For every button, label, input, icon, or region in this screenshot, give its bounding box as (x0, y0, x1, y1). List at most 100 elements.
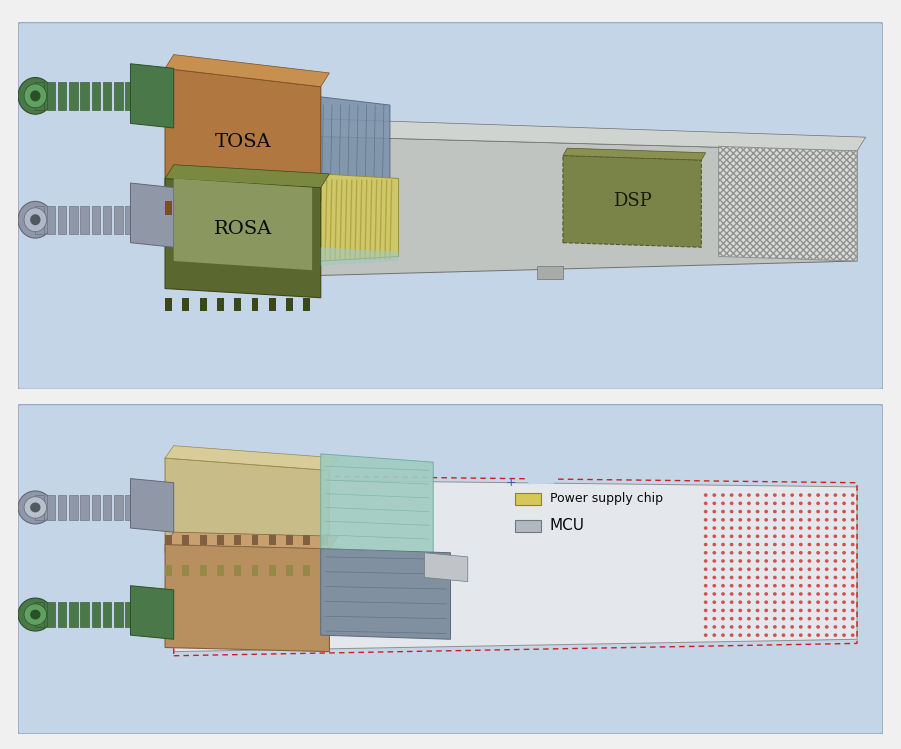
Circle shape (764, 518, 769, 521)
Circle shape (824, 634, 829, 637)
Polygon shape (217, 565, 223, 576)
Circle shape (738, 576, 742, 579)
Circle shape (756, 518, 760, 521)
Circle shape (851, 510, 855, 513)
Circle shape (721, 592, 725, 595)
Polygon shape (321, 565, 328, 576)
Circle shape (833, 543, 837, 546)
Circle shape (824, 527, 829, 530)
Circle shape (764, 502, 769, 505)
Circle shape (781, 634, 786, 637)
Circle shape (764, 609, 769, 612)
Polygon shape (515, 493, 542, 505)
Circle shape (773, 510, 777, 513)
Circle shape (799, 625, 803, 628)
Circle shape (730, 535, 733, 538)
Circle shape (756, 543, 760, 546)
Circle shape (807, 535, 812, 538)
Polygon shape (268, 535, 276, 545)
Circle shape (747, 535, 751, 538)
Circle shape (764, 527, 769, 530)
Circle shape (842, 592, 846, 595)
Circle shape (747, 576, 751, 579)
Circle shape (807, 634, 812, 637)
Polygon shape (165, 298, 172, 312)
Circle shape (816, 535, 820, 538)
Circle shape (842, 568, 846, 571)
Circle shape (764, 592, 769, 595)
Polygon shape (47, 495, 55, 520)
Circle shape (807, 551, 812, 554)
Circle shape (807, 510, 812, 513)
Circle shape (756, 535, 760, 538)
Circle shape (807, 592, 812, 595)
Polygon shape (125, 82, 134, 109)
Circle shape (704, 502, 707, 505)
Circle shape (764, 543, 769, 546)
Circle shape (833, 510, 837, 513)
Polygon shape (217, 298, 223, 312)
Polygon shape (58, 206, 67, 234)
Circle shape (781, 494, 786, 497)
Circle shape (816, 592, 820, 595)
Circle shape (851, 601, 855, 604)
Circle shape (713, 535, 716, 538)
Circle shape (704, 601, 707, 604)
Polygon shape (287, 565, 293, 576)
Circle shape (764, 535, 769, 538)
Polygon shape (92, 602, 100, 627)
Circle shape (773, 535, 777, 538)
Circle shape (18, 201, 52, 238)
Circle shape (807, 502, 812, 505)
Polygon shape (47, 206, 55, 234)
Circle shape (721, 568, 725, 571)
Polygon shape (69, 602, 77, 627)
Polygon shape (165, 532, 338, 548)
Circle shape (747, 592, 751, 595)
Circle shape (713, 502, 716, 505)
Circle shape (833, 576, 837, 579)
Circle shape (738, 510, 742, 513)
Circle shape (851, 576, 855, 579)
Circle shape (713, 518, 716, 521)
Circle shape (842, 560, 846, 562)
Circle shape (704, 609, 707, 612)
Circle shape (756, 634, 760, 637)
Circle shape (799, 617, 803, 620)
Polygon shape (719, 146, 857, 261)
Circle shape (773, 601, 777, 604)
Circle shape (721, 560, 725, 562)
Circle shape (851, 494, 855, 497)
Circle shape (790, 568, 794, 571)
Polygon shape (304, 298, 310, 312)
Polygon shape (103, 82, 112, 109)
Circle shape (713, 543, 716, 546)
Circle shape (790, 551, 794, 554)
Circle shape (756, 625, 760, 628)
Circle shape (790, 527, 794, 530)
Circle shape (833, 625, 837, 628)
Circle shape (816, 510, 820, 513)
Text: MCU: MCU (550, 518, 585, 533)
Circle shape (790, 510, 794, 513)
Circle shape (756, 551, 760, 554)
Circle shape (851, 634, 855, 637)
Circle shape (807, 568, 812, 571)
Circle shape (713, 584, 716, 587)
Circle shape (704, 535, 707, 538)
Circle shape (790, 609, 794, 612)
Polygon shape (537, 266, 563, 279)
Circle shape (799, 502, 803, 505)
Circle shape (24, 84, 47, 108)
Polygon shape (200, 565, 206, 576)
Circle shape (756, 609, 760, 612)
Polygon shape (35, 82, 44, 109)
Circle shape (24, 604, 47, 625)
Circle shape (738, 518, 742, 521)
Circle shape (756, 592, 760, 595)
Circle shape (738, 601, 742, 604)
Circle shape (704, 584, 707, 587)
Circle shape (747, 601, 751, 604)
Circle shape (790, 584, 794, 587)
Circle shape (807, 494, 812, 497)
